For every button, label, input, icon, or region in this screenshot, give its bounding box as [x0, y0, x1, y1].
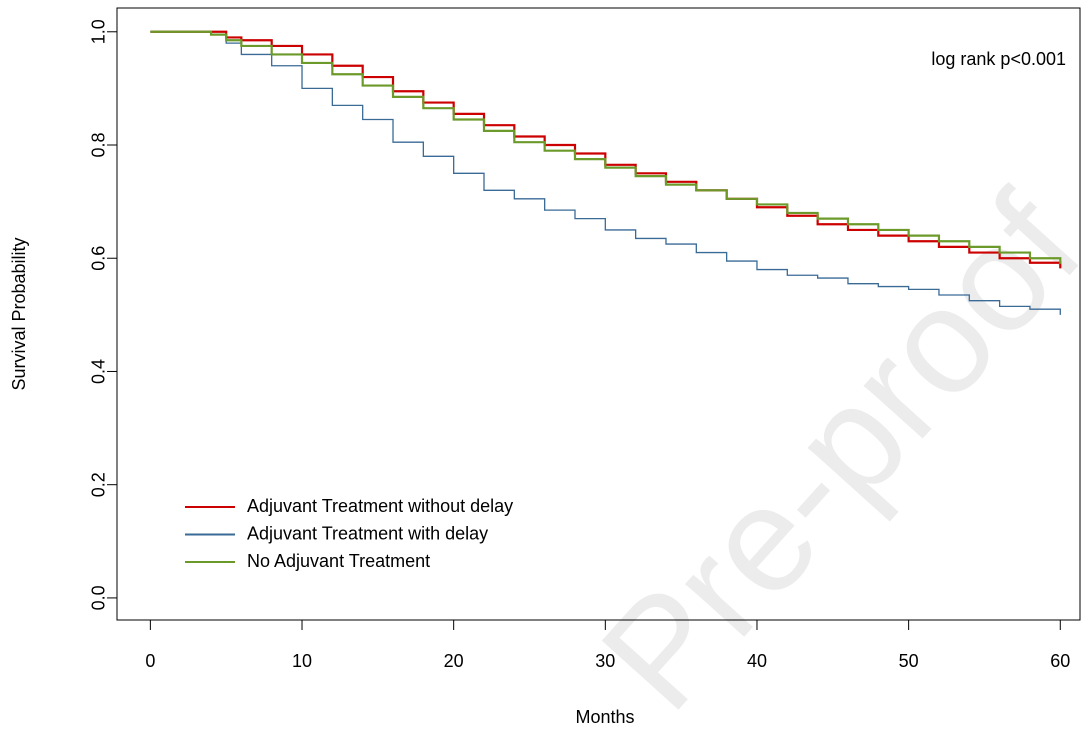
legend-label: No Adjuvant Treatment	[247, 551, 430, 571]
survival-curve	[150, 30, 1062, 264]
survival-curve	[150, 31, 1061, 315]
x-tick-label: 0	[145, 651, 155, 671]
x-tick-label: 50	[899, 651, 919, 671]
x-axis-label: Months	[575, 707, 634, 727]
legend-label: Adjuvant Treatment with delay	[247, 523, 488, 543]
y-tick-label: 1.0	[89, 19, 109, 44]
y-tick-label: 0.6	[89, 246, 109, 271]
watermark: Pre-proof	[569, 163, 1084, 733]
x-tick-label: 60	[1050, 651, 1070, 671]
x-tick-label: 10	[292, 651, 312, 671]
x-tick-label: 30	[595, 651, 615, 671]
legend-label: Adjuvant Treatment without delay	[247, 496, 513, 516]
x-tick-label: 20	[444, 651, 464, 671]
y-tick-label: 0.2	[89, 472, 109, 497]
y-tick-label: 0.4	[89, 359, 109, 384]
y-tick-label: 0.8	[89, 132, 109, 157]
y-axis-label: Survival Probability	[9, 237, 29, 390]
x-tick-label: 40	[747, 651, 767, 671]
annotation: log rank p<0.001	[931, 49, 1066, 69]
y-tick-label: 0.0	[89, 585, 109, 610]
